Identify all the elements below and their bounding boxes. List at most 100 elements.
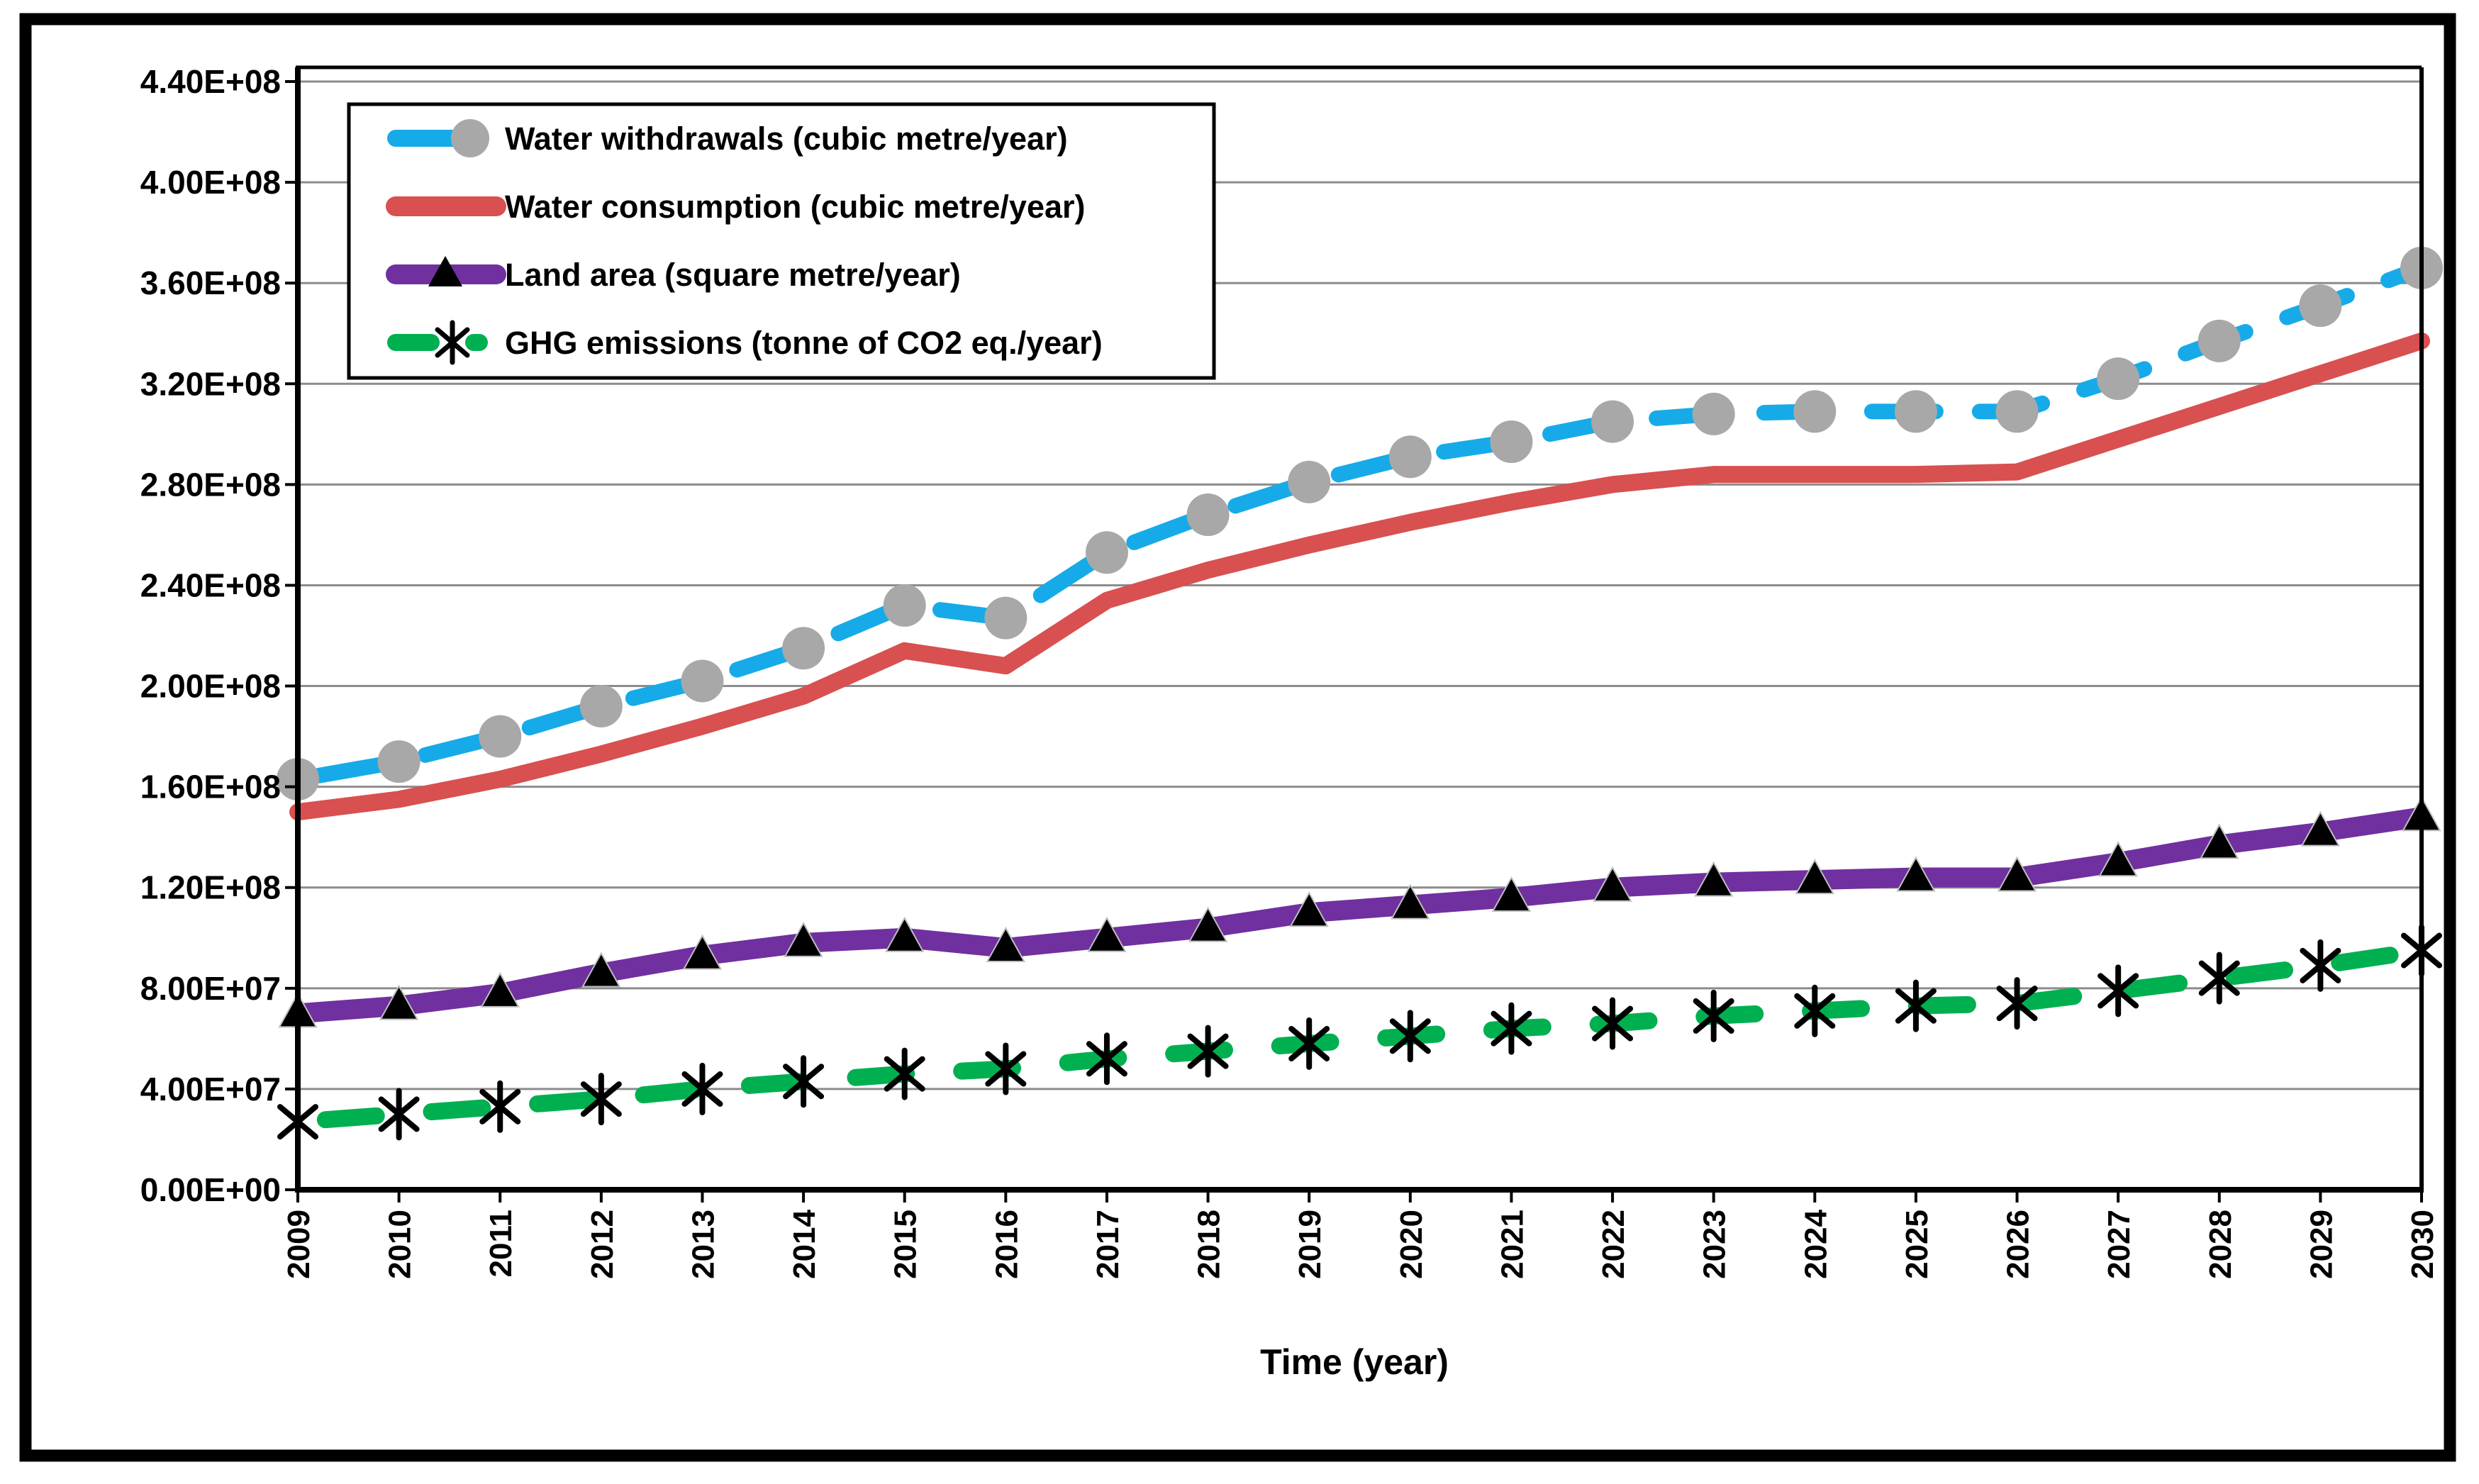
data-point-triangle <box>1593 866 1632 902</box>
data-point-triangle <box>1289 891 1329 927</box>
data-point-circle <box>579 684 623 727</box>
data-point-circle <box>1490 420 1533 463</box>
y-tick-label: 8.00E+07 <box>140 970 281 1007</box>
data-point-circle <box>1085 531 1128 574</box>
data-point-triangle <box>2300 810 2341 847</box>
x-tick-label: 2024 <box>1798 1209 1833 1278</box>
y-tick-label: 2.00E+08 <box>140 668 281 705</box>
data-point-circle <box>1995 390 2039 433</box>
data-point-circle <box>1692 392 1735 435</box>
x-tick-label: 2027 <box>2102 1210 2137 1279</box>
y-tick-label: 1.60E+08 <box>140 769 281 805</box>
data-point-circle <box>2299 284 2342 328</box>
legend-item: Land area (square metre/year) <box>386 256 961 293</box>
x-tick-label: 2030 <box>2405 1210 2440 1279</box>
data-point-asterisk <box>2098 964 2139 1017</box>
data-point-triangle <box>2098 841 2138 877</box>
x-tick-label: 2022 <box>1596 1210 1631 1279</box>
data-point-circle <box>984 596 1027 640</box>
data-point-circle <box>1793 390 1837 433</box>
x-tick-label: 2019 <box>1293 1210 1327 1279</box>
data-point-triangle <box>1188 906 1228 942</box>
y-tick-label: 1.20E+08 <box>140 869 281 906</box>
data-point-triangle <box>1693 861 1734 897</box>
data-point-asterisk <box>2300 939 2341 992</box>
series-line-2 <box>289 332 2430 821</box>
x-tick-label: 2020 <box>1394 1210 1429 1279</box>
x-tick-label: 2017 <box>1091 1210 1125 1279</box>
x-tick-label: 2021 <box>1495 1210 1530 1279</box>
data-point-circle <box>1186 493 1230 536</box>
data-point-triangle <box>986 926 1026 962</box>
data-point-asterisk <box>1895 979 1937 1032</box>
data-point-asterisk <box>985 1042 1027 1095</box>
data-point-circle <box>1388 435 1432 479</box>
y-tick-label: 4.00E+08 <box>140 164 281 201</box>
data-point-triangle <box>885 916 925 952</box>
data-point-circle <box>1288 460 1331 503</box>
series-line-1 <box>290 260 2429 787</box>
data-point-asterisk <box>1389 1010 1431 1063</box>
legend-item: Water withdrawals (cubic metre/year) <box>387 119 1068 157</box>
x-tick-label: 2016 <box>989 1210 1024 1279</box>
data-point-triangle <box>1896 856 1936 892</box>
x-tick-label: 2009 <box>282 1210 316 1279</box>
x-tick-label: 2025 <box>1900 1210 1934 1279</box>
y-tick-label: 2.80E+08 <box>140 466 281 503</box>
data-point-asterisk <box>884 1047 925 1100</box>
legend-item: GHG emissions (tonne of CO2 eq./year) <box>387 320 1103 365</box>
y-tick-label: 4.40E+08 <box>140 63 281 100</box>
data-point-triangle <box>784 921 823 957</box>
legend-label: Water withdrawals (cubic metre/year) <box>505 121 1068 157</box>
series-line-3 <box>288 807 2431 1024</box>
data-point-asterisk <box>1288 1017 1330 1070</box>
data-point-circle <box>2097 357 2140 401</box>
data-point-circle <box>1591 400 1634 443</box>
data-point-asterisk <box>580 1073 622 1126</box>
y-tick-label: 3.60E+08 <box>140 264 281 301</box>
x-tick-label: 2023 <box>1698 1210 1732 1279</box>
data-point-circle <box>2197 319 2241 362</box>
data-point-asterisk <box>681 1062 723 1115</box>
legend-item: Water consumption (cubic metre/year) <box>386 189 1086 225</box>
y-tick-label: 4.00E+07 <box>140 1071 281 1108</box>
x-tick-label: 2011 <box>484 1210 518 1277</box>
x-tick-label: 2012 <box>585 1210 620 1279</box>
series-line-4 <box>289 942 2430 1131</box>
x-tick-label: 2029 <box>2304 1210 2339 1279</box>
legend-box <box>347 102 1216 380</box>
data-point-circle <box>479 715 522 758</box>
legend-label: Land area (square metre/year) <box>505 257 961 293</box>
data-point-triangle <box>2200 823 2239 859</box>
data-point-triangle <box>1087 916 1127 952</box>
y-tick-label: 2.40E+08 <box>140 567 281 603</box>
data-point-triangle <box>682 934 723 970</box>
x-tick-label: 2010 <box>383 1210 418 1279</box>
legend-label: GHG emissions (tonne of CO2 eq./year) <box>505 325 1103 361</box>
x-tick-label: 2018 <box>1192 1210 1227 1279</box>
data-point-asterisk <box>2198 952 2240 1005</box>
data-point-triangle <box>1491 876 1532 912</box>
data-point-circle <box>377 740 420 783</box>
data-point-circle <box>681 659 724 703</box>
x-tick-label: 2014 <box>787 1209 822 1278</box>
data-point-circle <box>782 627 825 670</box>
data-point-asterisk <box>1693 989 1734 1042</box>
data-point-triangle <box>1997 856 2037 892</box>
data-point-circle <box>1894 390 1937 433</box>
x-tick-label: 2028 <box>2203 1210 2238 1279</box>
data-point-circle <box>883 584 926 627</box>
data-point-asterisk <box>1491 1002 1532 1055</box>
x-axis-title: Time (year) <box>1260 1342 1449 1382</box>
data-point-asterisk <box>479 1080 521 1133</box>
legend-label: Water consumption (cubic metre/year) <box>505 189 1086 225</box>
data-point-asterisk <box>378 1088 420 1141</box>
y-tick-label: 0.00E+00 <box>140 1171 281 1208</box>
data-point-asterisk <box>1187 1025 1229 1078</box>
data-point-asterisk <box>1794 984 1836 1037</box>
x-tick-label: 2026 <box>2001 1210 2036 1279</box>
x-tick-label: 2013 <box>686 1210 720 1279</box>
x-tick-label: 2015 <box>888 1210 923 1279</box>
data-point-asterisk <box>1996 977 2038 1030</box>
